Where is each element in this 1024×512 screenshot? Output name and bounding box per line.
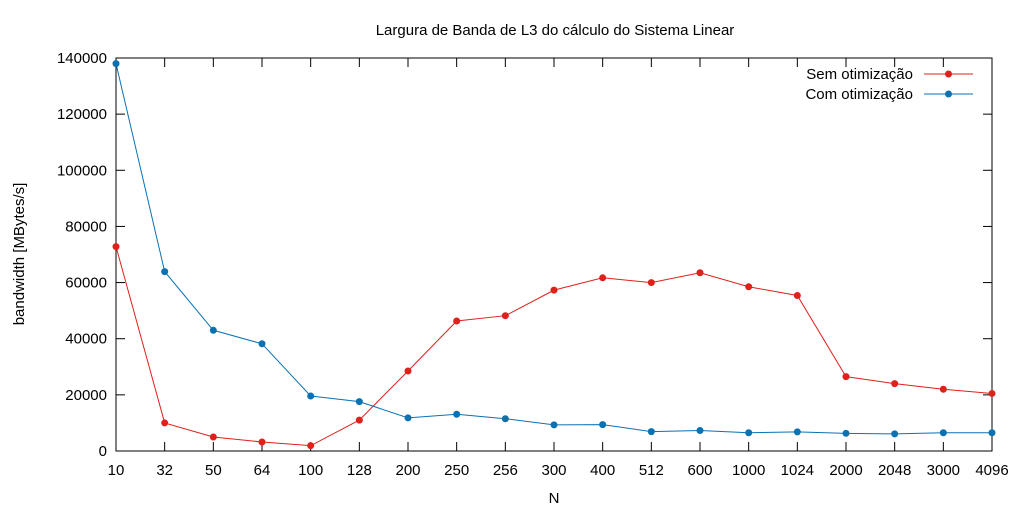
data-point [647, 428, 655, 436]
data-point [745, 283, 753, 291]
plot-frame [115, 57, 993, 452]
series-line [115, 246, 993, 447]
x-tick-label: 3000 [927, 462, 960, 479]
x-tick-label: 200 [395, 462, 420, 479]
x-tick-label: 2048 [878, 462, 911, 479]
x-tick-label: 300 [541, 462, 566, 479]
x-tick-label: 1024 [781, 462, 814, 479]
data-point [161, 268, 169, 276]
x-tick-label: 4096 [975, 462, 1008, 479]
y-tick-label: 120000 [57, 106, 107, 123]
data-point [793, 428, 801, 436]
data-point [453, 317, 461, 325]
legend-label: Sem otimização [806, 66, 913, 83]
data-point [112, 243, 120, 251]
data-point [209, 433, 217, 441]
data-point [988, 389, 996, 397]
data-point [550, 286, 558, 294]
data-point [988, 429, 996, 437]
x-tick-label: 1000 [732, 462, 765, 479]
data-point [112, 60, 120, 68]
series-2 [112, 60, 996, 438]
data-point [842, 429, 850, 437]
x-tick-label: 600 [687, 462, 712, 479]
y-tick-label: 140000 [57, 50, 107, 67]
data-point [647, 279, 655, 287]
data-point [161, 419, 169, 427]
y-axis-label: bandwidth [MBytes/s] [11, 183, 28, 326]
legend-swatch-point [945, 90, 952, 98]
data-point [696, 427, 704, 435]
y-tick-label: 60000 [65, 275, 107, 292]
x-tick-label: 400 [590, 462, 615, 479]
data-point [453, 410, 461, 418]
x-axis: 10 32 50 64 100 128 200 250 256 300 400 512 600 1000 1… [108, 58, 1009, 479]
x-tick-label: 10 [108, 462, 125, 479]
data-point [891, 380, 899, 388]
chart-title: Largura de Banda de L3 do cálculo do Sis… [376, 22, 735, 39]
data-point [404, 367, 412, 375]
x-tick-label: 32 [156, 462, 173, 479]
y-tick-label: 100000 [57, 162, 107, 179]
data-point [355, 416, 363, 424]
legend-label: Com otimização [805, 86, 913, 103]
data-point [891, 430, 899, 438]
x-tick-label: 128 [347, 462, 372, 479]
data-point [501, 415, 509, 423]
data-point [793, 291, 801, 299]
x-tick-label: 100 [298, 462, 323, 479]
data-point [209, 326, 217, 334]
y-tick-label: 80000 [65, 218, 107, 235]
series-layer [112, 60, 996, 450]
x-tick-label: 250 [444, 462, 469, 479]
data-point [258, 340, 266, 348]
data-point [550, 421, 558, 429]
data-point [745, 429, 753, 437]
data-point [404, 414, 412, 422]
data-point [939, 429, 947, 437]
data-point [939, 385, 947, 393]
x-tick-label: 256 [493, 462, 518, 479]
data-point [501, 312, 509, 320]
y-tick-label: 20000 [65, 387, 107, 404]
x-tick-label: 50 [205, 462, 222, 479]
y-axis: 0 20000 40000 60000 80000 100000 120000 140000 [57, 50, 992, 460]
legend-swatch-point [945, 70, 952, 78]
data-point [842, 373, 850, 381]
data-point [696, 269, 704, 277]
x-tick-label: 512 [639, 462, 664, 479]
data-point [258, 438, 266, 446]
x-axis-label: N [549, 490, 560, 507]
data-point [599, 421, 607, 429]
data-point [307, 442, 315, 450]
series-1 [112, 243, 996, 450]
x-tick-label: 64 [254, 462, 271, 479]
x-tick-label: 2000 [829, 462, 862, 479]
y-tick-label: 40000 [65, 331, 107, 348]
data-point [599, 274, 607, 282]
y-tick-label: 0 [99, 443, 107, 460]
data-point [307, 392, 315, 400]
data-point [355, 398, 363, 406]
legend: Sem otimização Com otimização [805, 66, 973, 103]
